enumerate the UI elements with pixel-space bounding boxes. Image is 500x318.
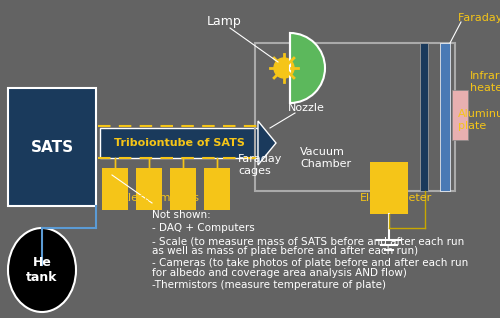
Text: Aluminum
plate: Aluminum plate — [458, 109, 500, 131]
Text: Nozzle: Nozzle — [288, 103, 325, 113]
Text: -Thermistors (measure temperature of plate): -Thermistors (measure temperature of pla… — [152, 280, 386, 290]
Bar — [370, 162, 408, 214]
Text: Not shown:: Not shown: — [152, 210, 211, 220]
Text: Faraday
cages: Faraday cages — [238, 154, 282, 176]
Text: for albedo and coverage area analysis AND flow): for albedo and coverage area analysis AN… — [152, 268, 407, 278]
Text: - Scale (to measure mass of SATS before and after each run: - Scale (to measure mass of SATS before … — [152, 236, 464, 246]
Text: Vacuum
Chamber: Vacuum Chamber — [300, 147, 351, 169]
Ellipse shape — [8, 228, 76, 312]
Bar — [255, 43, 455, 191]
Circle shape — [274, 58, 294, 78]
Text: He
tank: He tank — [26, 256, 58, 284]
Text: Electrometer: Electrometer — [360, 193, 432, 203]
Bar — [100, 128, 258, 158]
Bar — [440, 43, 450, 191]
Text: Triboiontube of SATS: Triboiontube of SATS — [114, 138, 244, 148]
Text: Infrared
heater: Infrared heater — [470, 71, 500, 93]
Text: - Cameras (to take photos of plate before and after each run: - Cameras (to take photos of plate befor… — [152, 258, 468, 268]
Text: as well as mass of plate before and after each run): as well as mass of plate before and afte… — [152, 246, 418, 256]
Polygon shape — [258, 121, 276, 165]
Text: Faraday cage: Faraday cage — [458, 13, 500, 23]
Bar — [420, 43, 428, 191]
Bar — [452, 90, 468, 140]
Text: - DAQ + Computers: - DAQ + Computers — [152, 223, 255, 233]
Bar — [136, 168, 162, 210]
Bar — [170, 168, 196, 210]
Text: SATS: SATS — [30, 140, 74, 155]
Bar — [204, 168, 230, 210]
Text: Electrometers: Electrometers — [122, 193, 200, 203]
Text: Lamp: Lamp — [207, 16, 242, 29]
Wedge shape — [290, 33, 325, 103]
Bar — [8, 88, 96, 206]
Bar — [102, 168, 128, 210]
